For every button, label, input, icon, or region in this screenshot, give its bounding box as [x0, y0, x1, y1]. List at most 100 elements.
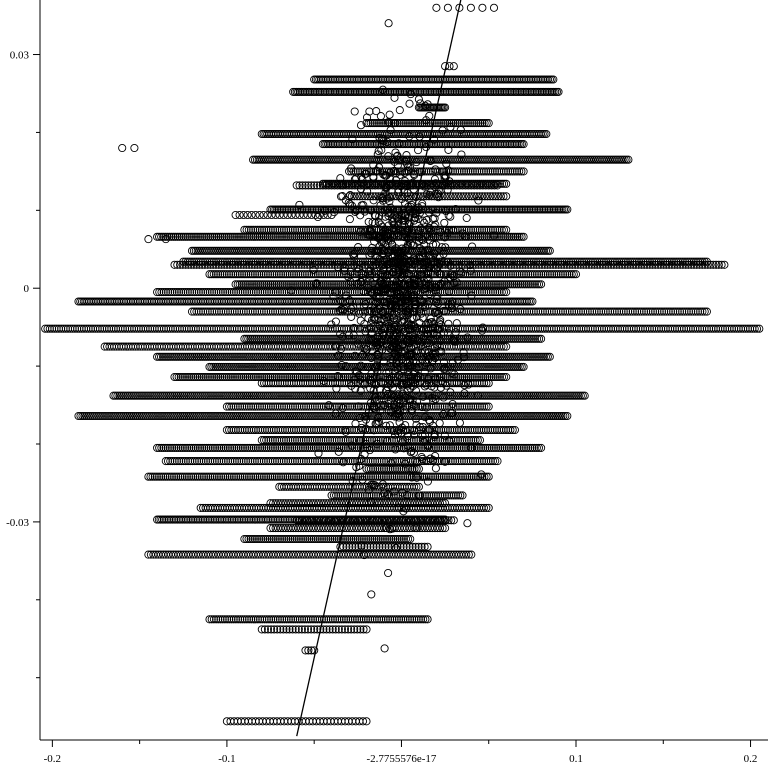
data-point	[355, 192, 364, 201]
data-point	[489, 3, 499, 12]
data-point	[381, 119, 390, 128]
data-point	[484, 181, 493, 190]
data-point	[519, 140, 528, 149]
data-point	[243, 210, 252, 220]
data-point	[387, 167, 396, 176]
data-point	[506, 167, 515, 176]
data-point	[366, 119, 375, 128]
data-point	[464, 167, 473, 176]
data-point	[231, 210, 240, 220]
data-point	[434, 119, 444, 128]
data-point	[433, 167, 442, 176]
data-point	[369, 192, 378, 201]
data-point	[247, 210, 256, 220]
data-point	[470, 119, 479, 128]
data-point	[468, 119, 477, 128]
data-point	[480, 192, 489, 201]
data-point	[462, 167, 471, 176]
data-point	[426, 167, 435, 176]
data-point	[481, 181, 490, 190]
data-point	[495, 167, 504, 176]
data-point	[493, 167, 502, 176]
data-point	[255, 210, 264, 220]
data-point	[452, 181, 461, 190]
data-point	[508, 167, 517, 176]
data-point	[235, 210, 244, 220]
data-point	[449, 181, 458, 190]
data-point	[263, 210, 272, 220]
data-point	[412, 119, 421, 128]
data-point	[318, 181, 327, 190]
data-point	[291, 210, 300, 220]
data-point	[358, 192, 367, 201]
data-point	[466, 167, 475, 176]
data-point	[443, 3, 452, 12]
data-point	[267, 210, 276, 220]
data-point	[484, 167, 493, 176]
data-point	[470, 192, 479, 201]
data-point	[457, 167, 466, 176]
data-point	[453, 119, 462, 128]
data-point	[279, 210, 288, 220]
data-point	[429, 181, 438, 190]
data-point	[130, 143, 139, 153]
data-point	[298, 181, 307, 190]
data-point	[456, 192, 465, 201]
data-point	[483, 192, 492, 201]
data-point	[321, 181, 330, 190]
data-point	[370, 119, 379, 128]
data-point	[491, 192, 500, 201]
data-point	[387, 192, 396, 201]
data-point	[463, 119, 473, 128]
data-point	[487, 181, 496, 190]
data-point	[361, 192, 370, 201]
data-point	[319, 210, 328, 220]
data-point	[493, 181, 502, 190]
data-point	[484, 119, 493, 128]
data-point	[333, 181, 342, 190]
data-point	[307, 181, 316, 190]
data-point	[259, 210, 268, 220]
data-point	[475, 181, 485, 190]
data-point	[327, 210, 336, 220]
data-point	[423, 181, 432, 190]
data-point	[349, 167, 358, 176]
data-point	[414, 119, 423, 128]
data-point	[515, 167, 524, 176]
data-point	[327, 181, 336, 190]
data-point	[447, 119, 456, 128]
data-point	[287, 210, 296, 220]
data-point	[549, 75, 558, 84]
data-point	[144, 235, 153, 244]
data-point	[364, 119, 373, 128]
data-point	[422, 119, 431, 128]
data-point	[363, 192, 372, 201]
data-point	[455, 181, 464, 190]
data-point	[347, 192, 356, 201]
data-point	[271, 210, 280, 220]
data-point	[451, 192, 460, 201]
data-point	[362, 119, 371, 128]
data-point	[497, 167, 506, 176]
data-point	[466, 119, 475, 128]
data-point	[295, 210, 304, 220]
data-point	[391, 181, 400, 190]
data-point	[342, 181, 351, 190]
data-point	[430, 119, 439, 128]
data-point	[315, 181, 325, 190]
data-point	[283, 210, 292, 220]
data-point	[554, 87, 563, 96]
data-point	[478, 181, 487, 190]
data-point	[458, 181, 467, 190]
data-point	[488, 167, 497, 176]
data-point	[470, 167, 480, 176]
data-point	[472, 119, 481, 128]
data-point	[461, 181, 470, 190]
data-point	[477, 167, 486, 176]
data-point	[462, 192, 471, 201]
data-point	[275, 210, 284, 220]
data-point	[313, 181, 322, 190]
data-point	[490, 167, 499, 176]
data-point	[453, 167, 462, 176]
